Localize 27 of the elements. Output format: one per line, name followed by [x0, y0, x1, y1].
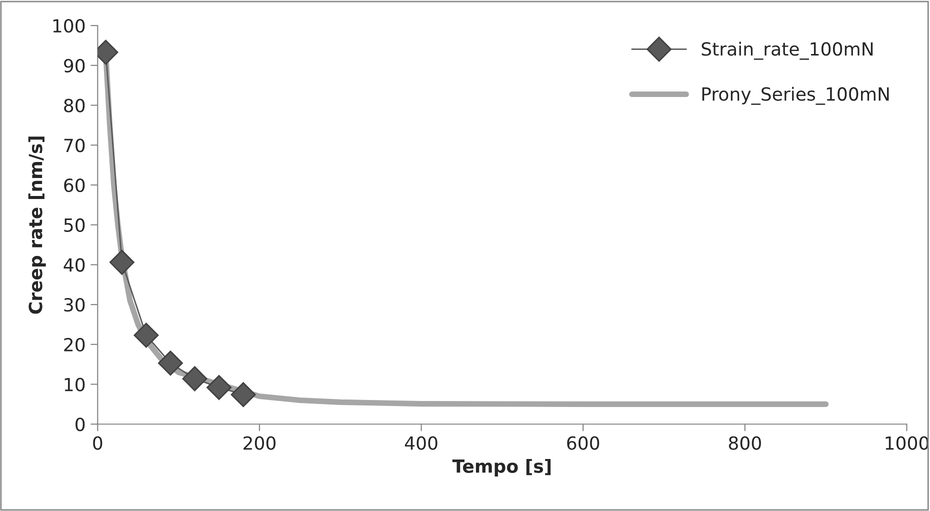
- y-tick-label: 60: [64, 178, 85, 192]
- point: [109, 250, 134, 275]
- y-tick-label: 20: [64, 338, 85, 352]
- x-tick-label: 600: [567, 436, 600, 450]
- y-tick-label: 40: [64, 258, 85, 272]
- y-tick-label: 100: [53, 19, 85, 33]
- y-tick-label: 50: [64, 218, 85, 232]
- x-axis-title: Tempo [s]: [452, 458, 551, 476]
- y-tick-label: 0: [76, 418, 85, 432]
- y-tick-label: 30: [64, 298, 85, 312]
- point: [206, 374, 232, 400]
- x-tick-label: 200: [244, 436, 276, 450]
- x-tick-label: 800: [728, 436, 761, 450]
- point: [134, 322, 159, 348]
- x-tick-label: 1000: [886, 436, 929, 450]
- y-tick-label: 90: [64, 58, 85, 73]
- point: [230, 382, 256, 408]
- y-tick-label: 80: [64, 98, 85, 112]
- y-axis-title: Creep rate [nm/s]: [28, 136, 46, 314]
- x-tick-label: 0: [93, 436, 102, 450]
- y-tick-label: 10: [64, 378, 85, 392]
- y-tick-label: 70: [64, 138, 85, 152]
- legend-label: Strain_rate_100mN: [702, 42, 873, 60]
- x-tick-label: 400: [404, 436, 438, 450]
- legend-label: Prony_Series_100mN: [702, 86, 889, 105]
- point: [182, 366, 208, 392]
- point: [158, 350, 183, 376]
